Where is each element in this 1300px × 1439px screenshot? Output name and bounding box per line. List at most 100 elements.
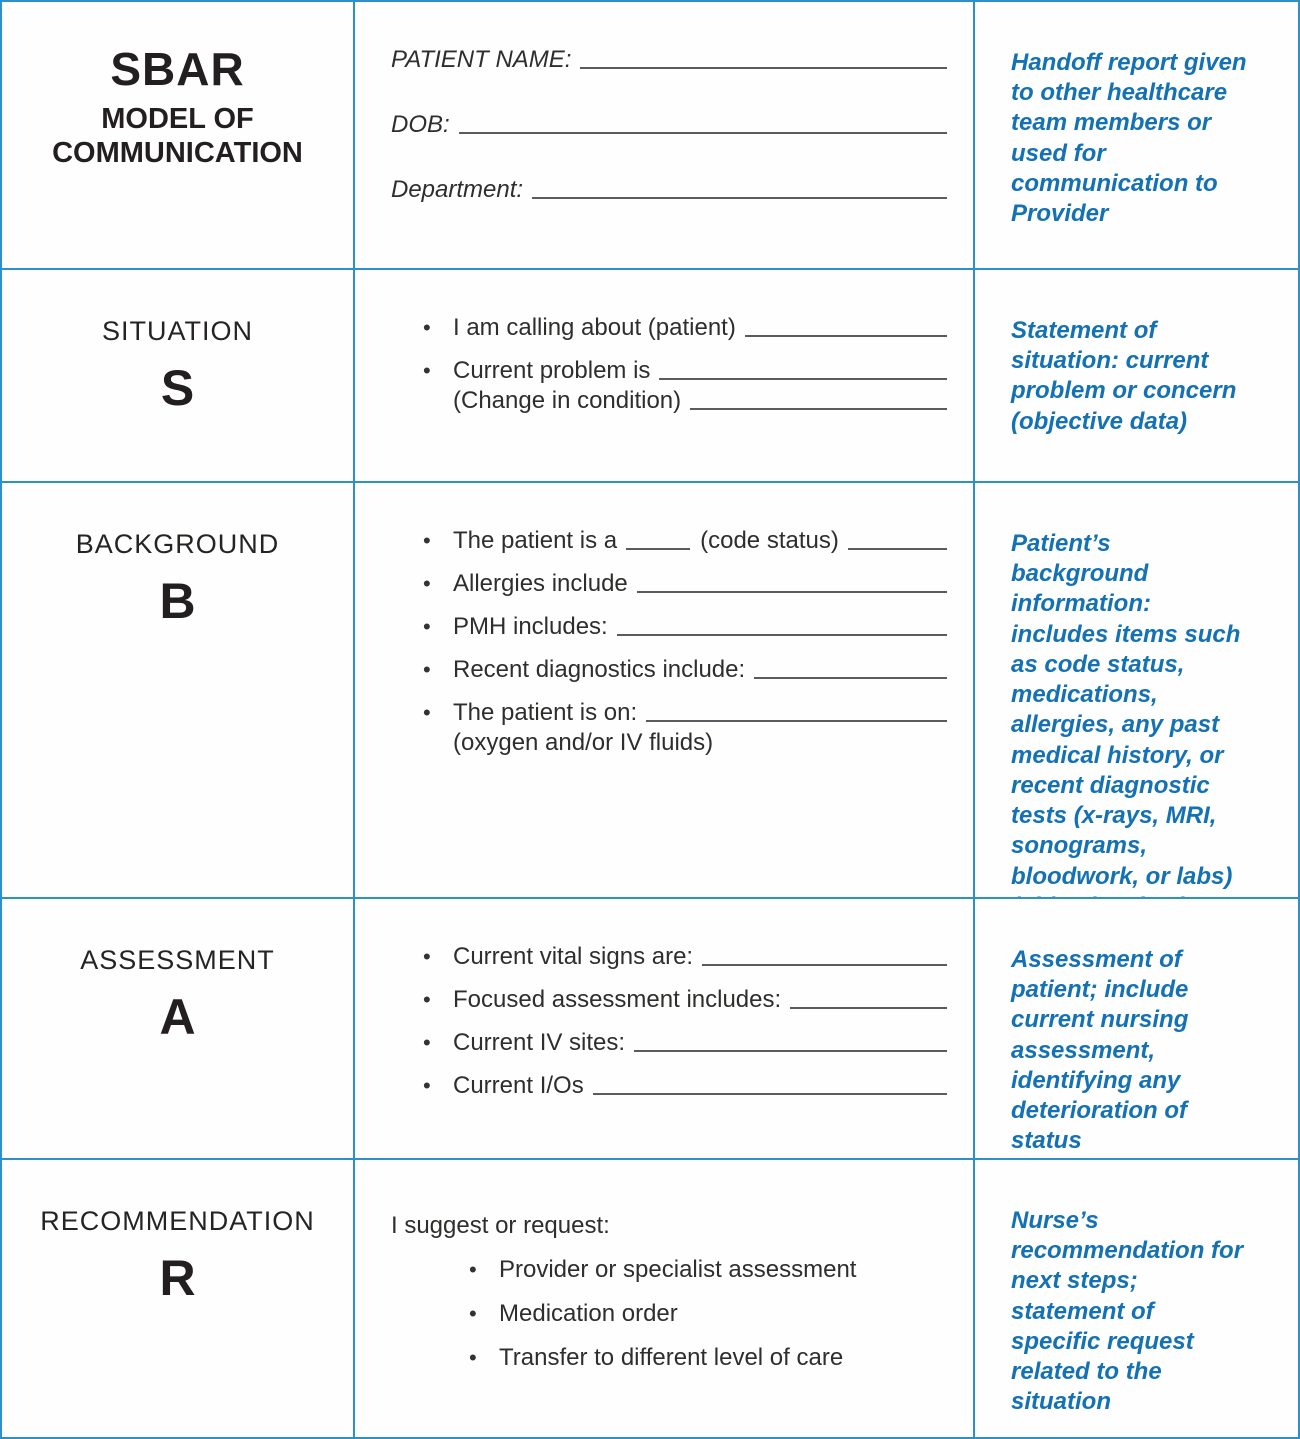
bullet-icon: [423, 314, 453, 342]
assessment-list: Current vital signs are: Focused assessm…: [391, 943, 947, 1100]
recommendation-list: Provider or specialist assessment Medica…: [391, 1256, 947, 1372]
dob-field: DOB:: [391, 111, 947, 139]
background-note-cell: Patient’s background information: includ…: [975, 483, 1298, 899]
sbar-title-cell: SBAR MODEL OF COMMUNICATION: [2, 2, 355, 270]
dob-label: DOB:: [391, 111, 450, 138]
header-note-cell: Handoff report given to other healthcare…: [975, 2, 1298, 270]
recommendation-label-cell: RECOMMENDATION R: [2, 1160, 355, 1437]
list-item: Medication order: [469, 1300, 947, 1328]
bullet-icon: [423, 527, 453, 555]
assessment-label-cell: ASSESSMENT A: [2, 899, 355, 1160]
bullet-icon: [423, 613, 453, 641]
blank-line: [592, 1072, 947, 1095]
line-text: Focused assessment includes:: [453, 986, 782, 1013]
situation-list: I am calling about (patient) Current pro…: [391, 314, 947, 415]
blank-line: [744, 314, 947, 337]
list-item: Recent diagnostics include:: [423, 656, 947, 684]
recommendation-content-cell: I suggest or request: Provider or specia…: [355, 1160, 975, 1437]
blank-line: [659, 357, 947, 380]
bullet-icon: [423, 699, 453, 727]
list-item: I am calling about (patient): [423, 314, 947, 342]
blank-line: [616, 613, 947, 636]
bullet-icon: [423, 943, 453, 971]
bullet-icon: [423, 656, 453, 684]
assessment-note-cell: Assessment of patient; include current n…: [975, 899, 1298, 1160]
line-text: Provider or specialist assessment: [499, 1256, 857, 1283]
line-text: Transfer to different level of care: [499, 1344, 844, 1371]
blank-line: [626, 527, 691, 550]
recommendation-intro: I suggest or request:: [391, 1212, 610, 1239]
background-label-cell: BACKGROUND B: [2, 483, 355, 899]
department-label: Department:: [391, 176, 524, 203]
assessment-content-cell: Current vital signs are: Focused assessm…: [355, 899, 975, 1160]
list-item-continuation: (oxygen and/or IV fluids): [423, 729, 947, 757]
line-text: The patient is on:: [453, 699, 638, 726]
background-note: Patient’s background information: includ…: [1011, 530, 1241, 897]
patient-name-label: PATIENT NAME:: [391, 46, 572, 73]
blank-line: [702, 943, 947, 966]
line-text: The patient is a: [453, 527, 618, 554]
background-label: BACKGROUND: [75, 529, 280, 559]
line-text: (code status): [700, 527, 839, 554]
header-note: Handoff report given to other healthcare…: [1011, 49, 1247, 228]
department-field: Department:: [391, 176, 947, 204]
situation-label-cell: SITUATION S: [2, 270, 355, 483]
situation-note-cell: Statement of situation: current problem …: [975, 270, 1298, 483]
bullet-icon: [423, 357, 453, 385]
blank-line: [754, 656, 947, 679]
recommendation-letter: R: [159, 1250, 196, 1306]
bullet-icon: [423, 570, 453, 598]
list-item: Focused assessment includes:: [423, 986, 947, 1014]
page-subtitle: MODEL OF COMMUNICATION: [52, 103, 303, 170]
page-title: SBAR: [110, 43, 245, 95]
blank-line: [690, 387, 947, 410]
background-letter: B: [159, 573, 196, 629]
list-item: Current IV sites:: [423, 1029, 947, 1057]
bullet-icon: [469, 1300, 499, 1328]
patient-info-cell: PATIENT NAME: DOB: Department:: [355, 2, 975, 270]
line-text: Recent diagnostics include:: [453, 656, 746, 683]
situation-content-cell: I am calling about (patient) Current pro…: [355, 270, 975, 483]
list-item: The patient is a (code status): [423, 527, 947, 555]
line-text: Medication order: [499, 1300, 678, 1327]
patient-name-field: PATIENT NAME:: [391, 46, 947, 74]
bullet-icon: [423, 1029, 453, 1057]
line-text: Current IV sites:: [453, 1029, 626, 1056]
assessment-letter: A: [159, 989, 196, 1045]
line-text: Current vital signs are:: [453, 943, 694, 970]
blank-line: [847, 527, 947, 550]
blank-line: [634, 1029, 947, 1052]
bullet-icon: [469, 1344, 499, 1372]
list-item: Current vital signs are:: [423, 943, 947, 971]
list-item: Current problem is: [423, 357, 947, 385]
background-content-cell: The patient is a (code status) Allergies…: [355, 483, 975, 899]
bullet-icon: [423, 986, 453, 1014]
list-item-continuation: (Change in condition): [423, 387, 947, 415]
list-item: Current I/Os: [423, 1072, 947, 1100]
blank-line: [636, 570, 947, 593]
assessment-label: ASSESSMENT: [80, 945, 275, 975]
bullet-icon: [423, 1072, 453, 1100]
background-list: The patient is a (code status) Allergies…: [391, 527, 947, 757]
line-text: (Change in condition): [453, 387, 682, 414]
line-text: I am calling about (patient): [453, 314, 736, 341]
line-text: PMH includes:: [453, 613, 608, 640]
bullet-icon: [469, 1256, 499, 1284]
blank-line: [532, 176, 947, 199]
list-item: PMH includes:: [423, 613, 947, 641]
blank-line: [790, 986, 947, 1009]
line-text: Current I/Os: [453, 1072, 584, 1099]
recommendation-note: Nurse’s recommendation for next steps; s…: [1011, 1207, 1244, 1416]
recommendation-note-cell: Nurse’s recommendation for next steps; s…: [975, 1160, 1298, 1437]
list-item: Transfer to different level of care: [469, 1344, 947, 1372]
list-item: Provider or specialist assessment: [469, 1256, 947, 1284]
line-text: Current problem is: [453, 357, 651, 384]
situation-note: Statement of situation: current problem …: [1011, 317, 1237, 435]
list-item: Allergies include: [423, 570, 947, 598]
line-text: Allergies include: [453, 570, 628, 597]
list-item: The patient is on:: [423, 699, 947, 727]
situation-label: SITUATION: [101, 316, 253, 346]
blank-line: [646, 699, 947, 722]
situation-letter: S: [160, 360, 195, 416]
